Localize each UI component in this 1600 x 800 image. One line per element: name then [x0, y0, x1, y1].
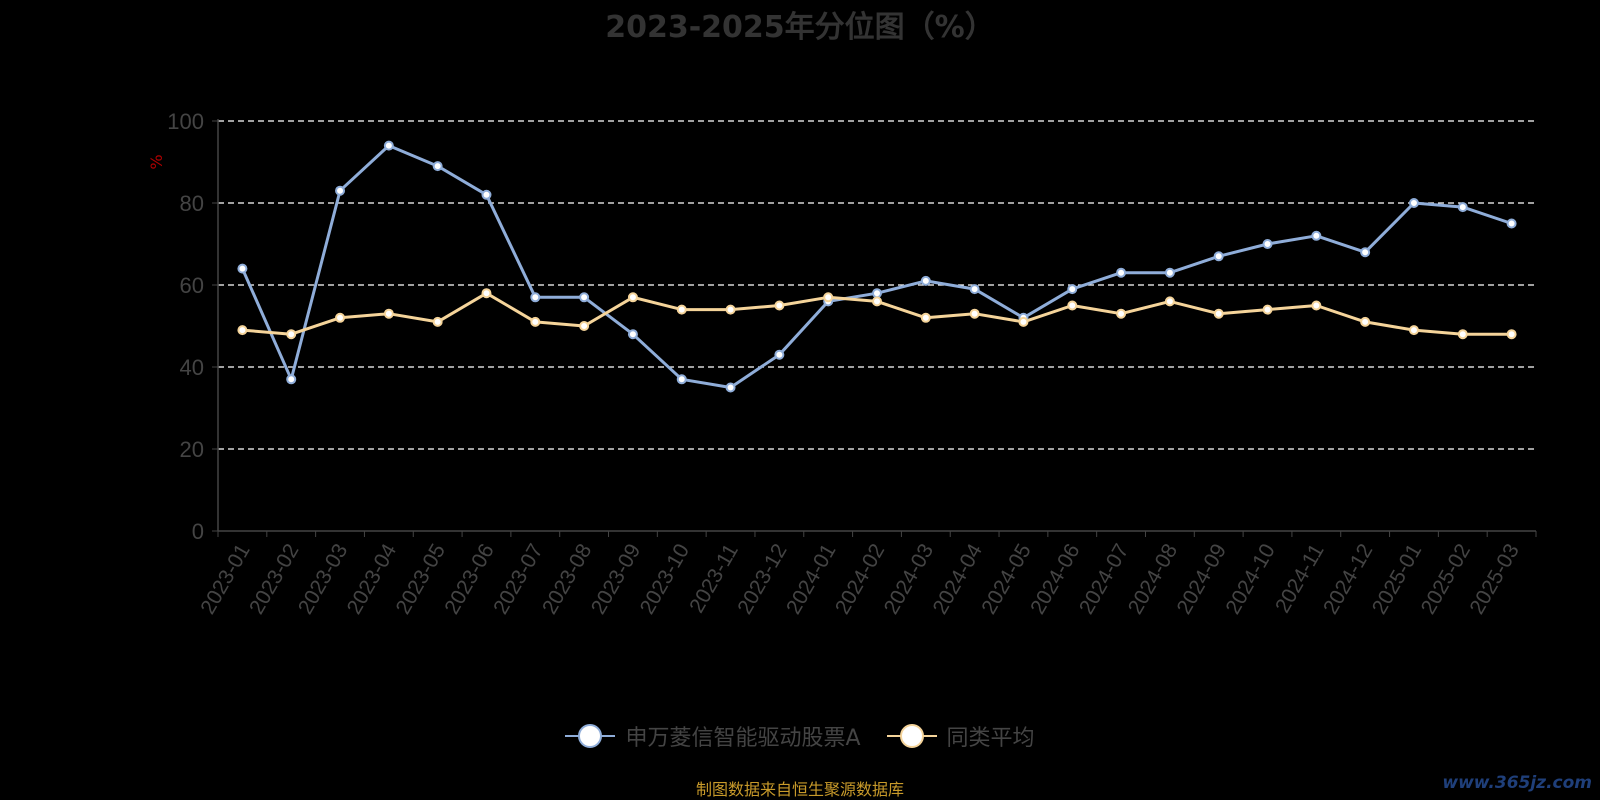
- series-1-point-2023-01: [237, 325, 248, 336]
- series-1-point-2024-07: [1116, 308, 1127, 319]
- series-line-0: [241, 144, 1513, 389]
- series-1-point-2024-01: [823, 292, 834, 303]
- series-1-point-2023-05: [432, 316, 443, 327]
- series-1-point-2023-04: [383, 308, 394, 319]
- series-0-point-2023-12: [774, 349, 785, 360]
- series-1-point-2023-02: [286, 329, 297, 340]
- series-0-point-2024-10: [1262, 239, 1273, 249]
- chart-title: 2023-2025年分位图（%）: [605, 10, 995, 45]
- series-1-point-2023-03: [335, 312, 346, 323]
- legend-label-category-average: 同类平均: [946, 726, 1035, 751]
- legend-swatch-fund: [565, 724, 616, 748]
- series-1-point-2023-07: [530, 316, 541, 327]
- series-1-point-2024-09: [1213, 308, 1224, 319]
- series-0-point-2023-03: [335, 185, 346, 196]
- legend-swatch-category-average: [886, 724, 937, 748]
- legend-item-category-average[interactable]: 同类平均: [886, 720, 1035, 752]
- y-tick-label-40: 40: [180, 355, 204, 380]
- series-0-point-2023-10: [676, 374, 687, 385]
- series-1-point-2023-10: [676, 304, 687, 315]
- series-0-point-2024-04: [969, 284, 980, 295]
- series-1-point-2023-12: [774, 300, 785, 311]
- y-tick-label-100: 100: [167, 109, 204, 134]
- series-0-point-2023-09: [627, 329, 638, 340]
- series-1-point-2024-08: [1164, 296, 1175, 307]
- legend: 申万菱信智能驱动股票A 同类平均: [0, 720, 1600, 752]
- series-0-point-2025-02: [1457, 202, 1468, 213]
- series-0-point-2023-04: [383, 140, 394, 151]
- site-watermark: www.365jz.com: [1442, 773, 1592, 793]
- series-0-point-2024-09: [1213, 251, 1224, 262]
- y-tick-label-20: 20: [180, 437, 204, 462]
- series-1-point-2025-02: [1457, 329, 1468, 340]
- series-0-point-2023-05: [432, 161, 443, 172]
- series-1-point-2025-01: [1408, 325, 1419, 336]
- series-0-point-2023-01: [237, 263, 248, 274]
- series-1-point-2024-05: [1018, 316, 1029, 327]
- series-1-point-2023-09: [627, 292, 638, 303]
- series-1-point-2024-12: [1360, 316, 1371, 327]
- series-1-point-2024-11: [1311, 300, 1322, 311]
- y-axis-label: %: [147, 154, 166, 169]
- series-1-point-2024-10: [1262, 304, 1273, 315]
- series-1-point-2024-02: [872, 296, 882, 307]
- series-0-point-2024-02: [872, 288, 882, 299]
- y-tick-label-60: 60: [180, 273, 204, 298]
- series-1-point-2023-06: [481, 288, 492, 299]
- series-0-point-2023-02: [286, 374, 297, 385]
- series-0-point-2024-12: [1360, 247, 1371, 258]
- series-1-point-2025-03: [1506, 329, 1517, 340]
- series-0-point-2025-03: [1506, 218, 1517, 229]
- series-0-point-2023-08: [579, 292, 590, 303]
- series-1-point-2024-03: [920, 312, 931, 323]
- y-tick-label-0: 0: [192, 519, 204, 544]
- series-0-point-2023-11: [725, 382, 736, 393]
- y-tick-label-80: 80: [180, 191, 204, 216]
- series-0-point-2024-03: [920, 275, 931, 286]
- legend-item-fund[interactable]: 申万菱信智能驱动股票A: [565, 720, 861, 752]
- series-0-point-2024-07: [1116, 267, 1127, 278]
- series-0-point-2024-11: [1311, 230, 1322, 241]
- series-1-point-2024-06: [1067, 300, 1078, 311]
- series-0-point-2024-08: [1164, 267, 1175, 278]
- series-1-point-2024-04: [969, 308, 980, 319]
- series-0-point-2023-06: [481, 189, 492, 200]
- legend-label-fund: 申万菱信智能驱动股票A: [625, 726, 861, 751]
- series-0-point-2025-01: [1408, 198, 1419, 208]
- series-0-point-2023-07: [530, 292, 541, 303]
- data-source-note: 制图数据来自恒生聚源数据库: [695, 780, 904, 799]
- series-1-point-2023-11: [725, 304, 736, 315]
- series-1-point-2023-08: [579, 321, 590, 331]
- series-0-point-2024-06: [1067, 284, 1078, 295]
